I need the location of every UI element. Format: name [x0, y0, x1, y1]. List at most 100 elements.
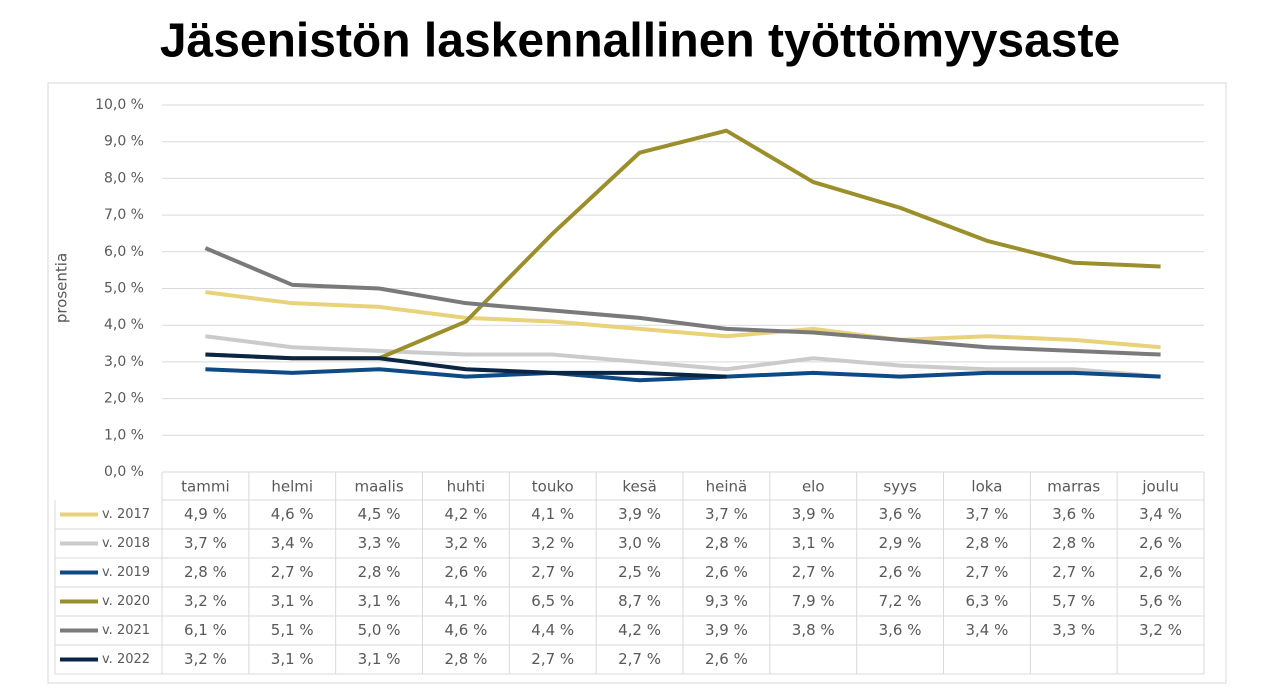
- table-cell: 3,4 %: [1139, 505, 1182, 523]
- table-cell: 2,8 %: [705, 534, 748, 552]
- series-line: [205, 334, 1161, 379]
- table-cell: 3,2 %: [184, 650, 227, 668]
- table-cell: 2,6 %: [1139, 563, 1182, 581]
- x-tick-label: touko: [532, 478, 574, 496]
- table-cell: 3,7 %: [184, 534, 227, 552]
- table-cell: 3,0 %: [618, 534, 661, 552]
- table-cell: 3,9 %: [792, 505, 835, 523]
- table-cell: 4,4 %: [531, 621, 574, 639]
- table-cell: 3,2 %: [184, 592, 227, 610]
- table-cell: 3,1 %: [271, 650, 314, 668]
- table-cell: 2,8 %: [965, 534, 1008, 552]
- x-tick-label: heinä: [706, 478, 748, 496]
- y-tick-label: 3,0 %: [104, 354, 144, 370]
- table-cell: 3,2 %: [1139, 621, 1182, 639]
- table-cell: 3,1 %: [271, 592, 314, 610]
- table-cell: 6,1 %: [184, 621, 227, 639]
- x-tick-label: maalis: [355, 478, 404, 496]
- table-cell: 2,7 %: [965, 563, 1008, 581]
- table-cell: 2,5 %: [618, 563, 661, 581]
- y-tick-label: 9,0 %: [104, 134, 144, 150]
- table-cell: 3,1 %: [792, 534, 835, 552]
- legend-label: v. 2020: [102, 594, 150, 609]
- table-cell: 2,6 %: [705, 563, 748, 581]
- table-cell: 5,0 %: [358, 621, 401, 639]
- legend-label: v. 2017: [102, 507, 150, 522]
- table-cell: 7,2 %: [879, 592, 922, 610]
- x-tick-label: huhti: [447, 478, 486, 496]
- table-cell: 3,6 %: [879, 505, 922, 523]
- table-cell: 2,7 %: [271, 563, 314, 581]
- y-tick-label: 5,0 %: [104, 281, 144, 297]
- x-tick-label: loka: [971, 478, 1002, 496]
- table-cell: 3,2 %: [531, 534, 574, 552]
- y-axis-label: prosentia: [53, 253, 71, 323]
- series-line: [205, 352, 727, 379]
- table-cell: 3,6 %: [1052, 505, 1095, 523]
- table-cell: 3,8 %: [792, 621, 835, 639]
- table-cell: 4,1 %: [444, 592, 487, 610]
- y-tick-label: 0,0 %: [104, 464, 144, 480]
- table-cell: 4,2 %: [444, 505, 487, 523]
- table-cell: 6,3 %: [965, 592, 1008, 610]
- table-cell: 4,9 %: [184, 505, 227, 523]
- table-cell: 4,6 %: [271, 505, 314, 523]
- table-cell: 5,6 %: [1139, 592, 1182, 610]
- y-tick-label: 1,0 %: [104, 427, 144, 443]
- table-cell: 5,7 %: [1052, 592, 1095, 610]
- x-tick-label: marras: [1047, 478, 1100, 496]
- table-cell: 3,4 %: [965, 621, 1008, 639]
- table-cell: 2,7 %: [1052, 563, 1095, 581]
- legend-label: v. 2018: [102, 536, 150, 551]
- chart-title: Jäsenistön laskennallinen työttömyysaste: [160, 15, 1120, 68]
- table-cell: 7,9 %: [792, 592, 835, 610]
- table-cell: 3,3 %: [358, 534, 401, 552]
- table-cell: 2,9 %: [879, 534, 922, 552]
- chart-frame: [47, 82, 1227, 684]
- legend-label: v. 2022: [102, 652, 150, 667]
- x-tick-label: elo: [802, 478, 825, 496]
- table-cell: 3,7 %: [965, 505, 1008, 523]
- x-tick-label: kesä: [622, 478, 656, 496]
- table-cell: 2,7 %: [531, 563, 574, 581]
- y-tick-label: 7,0 %: [104, 207, 144, 223]
- table-cell: 3,1 %: [358, 650, 401, 668]
- table-cell: 2,6 %: [705, 650, 748, 668]
- y-tick-label: 4,0 %: [104, 317, 144, 333]
- table-cell: 3,9 %: [618, 505, 661, 523]
- legend-label: v. 2021: [102, 623, 150, 638]
- table-cell: 4,6 %: [444, 621, 487, 639]
- table-cell: 3,4 %: [271, 534, 314, 552]
- table-cell: 3,2 %: [444, 534, 487, 552]
- table-cell: 2,8 %: [444, 650, 487, 668]
- table-cell: 5,1 %: [271, 621, 314, 639]
- y-tick-label: 6,0 %: [104, 244, 144, 260]
- table-cell: 3,6 %: [879, 621, 922, 639]
- series-line: [205, 367, 1161, 383]
- table-cell: 3,3 %: [1052, 621, 1095, 639]
- y-tick-label: 8,0 %: [104, 170, 144, 186]
- x-tick-label: tammi: [181, 478, 229, 496]
- y-tick-label: 10,0 %: [95, 97, 144, 113]
- table-cell: 6,5 %: [531, 592, 574, 610]
- table-cell: 8,7 %: [618, 592, 661, 610]
- table-cell: 3,7 %: [705, 505, 748, 523]
- legend-label: v. 2019: [102, 565, 150, 580]
- table-cell: 2,8 %: [184, 563, 227, 581]
- table-cell: 3,9 %: [705, 621, 748, 639]
- table-cell: 4,2 %: [618, 621, 661, 639]
- table-cell: 2,8 %: [358, 563, 401, 581]
- table-cell: 2,6 %: [1139, 534, 1182, 552]
- table-cell: 2,8 %: [1052, 534, 1095, 552]
- series-line: [205, 290, 1161, 350]
- table-cell: 2,7 %: [531, 650, 574, 668]
- table-cell: 4,1 %: [531, 505, 574, 523]
- x-tick-label: joulu: [1141, 478, 1179, 496]
- table-cell: 2,7 %: [792, 563, 835, 581]
- x-tick-label: helmi: [271, 478, 313, 496]
- y-tick-label: 2,0 %: [104, 391, 144, 407]
- table-cell: 9,3 %: [705, 592, 748, 610]
- table-cell: 2,7 %: [618, 650, 661, 668]
